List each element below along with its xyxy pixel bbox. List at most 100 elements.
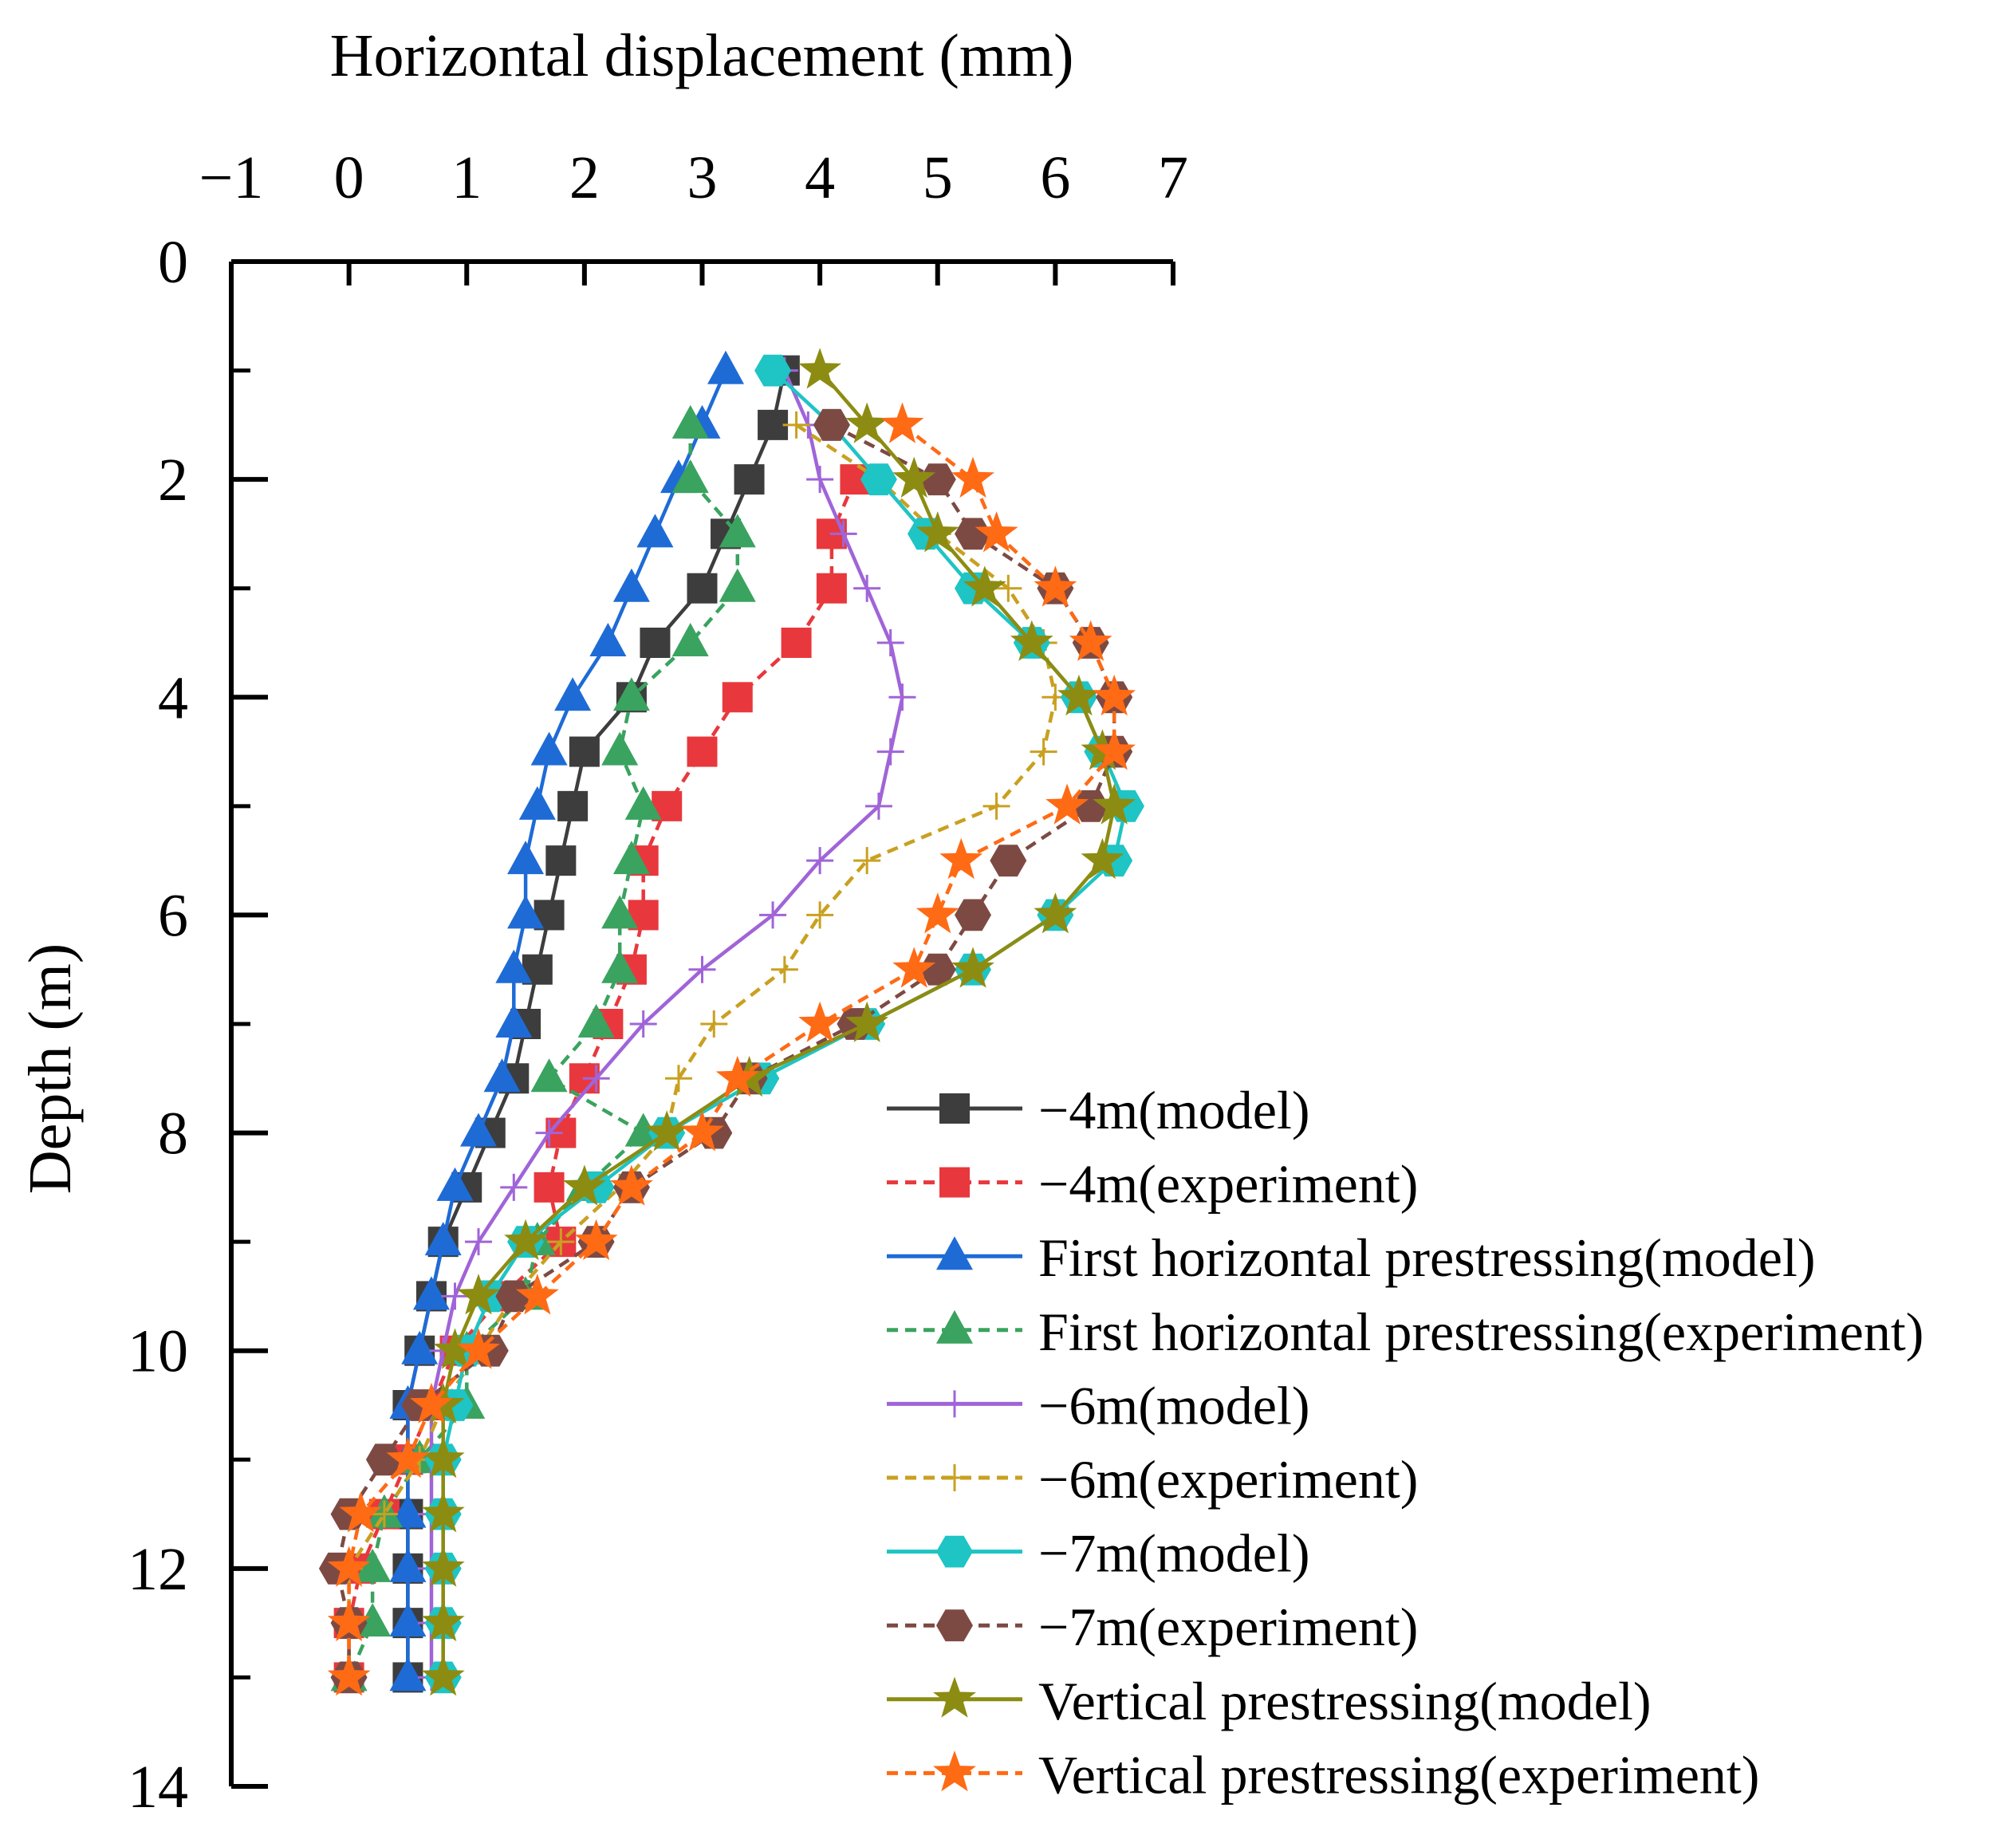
marker-star: [1081, 837, 1124, 880]
x-tick-label: 0: [334, 144, 364, 211]
marker-square: [545, 845, 577, 876]
marker-plus: [982, 792, 1010, 820]
marker-triangle: [389, 1494, 427, 1528]
legend-item: −4m(experiment): [887, 1154, 1418, 1215]
marker-plus: [853, 847, 881, 875]
marker-plus: [700, 1010, 728, 1038]
marker-triangle: [589, 623, 627, 656]
marker-triangle: [671, 459, 709, 494]
marker-hexagon: [936, 1609, 973, 1642]
marker-star: [951, 947, 994, 988]
legend-item: −6m(model): [887, 1375, 1310, 1435]
legend-label: −7m(model): [1038, 1523, 1310, 1584]
legend-label: −6m(experiment): [1038, 1449, 1418, 1510]
marker-triangle: [601, 731, 639, 766]
marker-hexagon: [919, 463, 956, 496]
marker-plus: [500, 1173, 528, 1201]
marker-hexagon: [813, 408, 850, 441]
legend-label: −6m(model): [1038, 1375, 1310, 1435]
marker-star: [1045, 783, 1089, 825]
marker-star: [915, 892, 959, 934]
marker-plus: [853, 574, 881, 602]
marker-plus: [941, 1464, 968, 1491]
marker-triangle: [354, 1548, 392, 1582]
y-axis-title: Depth (m): [17, 943, 84, 1194]
series-line: [441, 369, 1116, 1678]
marker-square: [816, 573, 847, 604]
legend-label: Vertical prestressing(experiment): [1038, 1744, 1759, 1805]
y-tick-label: 0: [158, 229, 188, 296]
marker-star: [515, 1274, 559, 1315]
marker-plus: [547, 1228, 575, 1256]
legend-label: Vertical prestressing(model): [1038, 1671, 1652, 1731]
x-axis-title: Horizontal displacement (mm): [330, 22, 1074, 89]
marker-triangle: [389, 1548, 427, 1582]
marker-plus: [888, 683, 916, 711]
marker-triangle: [401, 1330, 439, 1364]
marker-square: [687, 573, 718, 604]
marker-star: [963, 565, 1006, 607]
marker-star: [410, 1382, 453, 1424]
marker-triangle: [518, 786, 556, 820]
legend-label: First horizontal prestressing(experiment…: [1038, 1301, 1923, 1362]
marker-hexagon: [955, 899, 991, 931]
marker-hexagon: [754, 354, 792, 387]
marker-triangle: [936, 1236, 973, 1270]
marker-square: [640, 628, 671, 658]
marker-plus: [629, 1010, 657, 1038]
marker-square: [557, 790, 589, 821]
marker-plus: [759, 901, 787, 929]
marker-plus: [876, 738, 904, 766]
y-tick-label: 6: [158, 882, 188, 949]
marker-plus: [770, 955, 798, 983]
marker-hexagon: [919, 953, 956, 986]
marker-square: [781, 628, 812, 658]
y-tick-label: 2: [158, 447, 188, 514]
marker-triangle: [707, 350, 745, 384]
marker-plus: [688, 955, 716, 983]
marker-plus: [864, 792, 892, 820]
marker-triangle: [936, 1309, 973, 1344]
marker-hexagon: [860, 463, 897, 496]
marker-triangle: [460, 1112, 498, 1147]
marker-star: [645, 1110, 689, 1152]
marker-hexagon: [990, 845, 1027, 877]
marker-star: [933, 1676, 976, 1718]
marker-triangle: [507, 841, 545, 875]
marker-star: [798, 348, 842, 389]
marker-triangle: [636, 514, 674, 548]
x-tick-label: −1: [199, 144, 264, 211]
y-tick-label: 10: [128, 1318, 188, 1385]
marker-star: [433, 1328, 477, 1369]
marker-star: [610, 1164, 653, 1206]
series-line: [347, 423, 1116, 1678]
marker-star: [892, 947, 936, 988]
marker-star: [845, 402, 889, 443]
y-tick-label: 14: [128, 1754, 188, 1821]
marker-plus: [876, 629, 904, 656]
marker-triangle: [530, 1058, 568, 1093]
marker-triangle: [412, 1276, 450, 1310]
marker-triangle: [554, 677, 592, 711]
marker-square: [687, 736, 718, 767]
marker-triangle: [507, 895, 545, 929]
marker-square: [939, 1167, 970, 1198]
marker-square: [734, 464, 765, 495]
series-line: [347, 478, 857, 1678]
x-tick-label: 4: [805, 144, 835, 211]
marker-star: [1057, 674, 1101, 716]
legend-label: −7m(experiment): [1038, 1597, 1418, 1657]
x-tick-label: 7: [1158, 144, 1188, 211]
marker-star: [933, 1750, 976, 1792]
marker-plus: [994, 574, 1022, 602]
marker-star: [421, 1600, 465, 1642]
marker-hexagon: [955, 518, 991, 550]
x-tick-label: 5: [923, 144, 953, 211]
marker-star: [1093, 729, 1136, 770]
marker-triangle: [389, 1603, 427, 1637]
marker-star: [798, 1001, 842, 1042]
marker-hexagon: [365, 1443, 403, 1476]
series-line: [347, 424, 740, 1679]
marker-star: [939, 837, 983, 880]
legend: −4m(model) −4m(experiment) First horizonta…: [887, 1080, 1923, 1805]
